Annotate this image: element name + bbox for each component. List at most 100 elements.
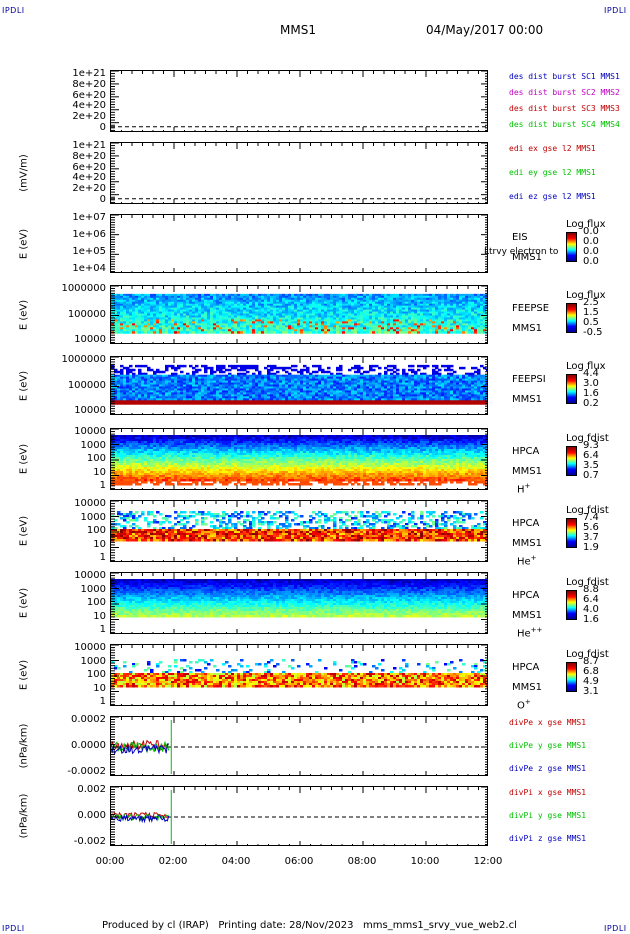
y-axis-label: E (eV) [18,299,30,330]
legend-entry: divPe z gse MMS1 [509,764,587,773]
species-symbol: He [517,556,531,568]
ytick-label: 1000 [80,655,106,667]
species-label: O+ [517,698,531,711]
panel-des-dist [110,70,488,132]
x-tick-label: 10:00 [410,856,440,867]
colorbar [566,518,577,548]
ytick-label: -0.0002 [67,766,106,777]
colorbar-tick: 0.2 [583,398,599,409]
colorbar-tick: 3.1 [583,686,599,697]
spacecraft-title: MMS1 [280,23,316,37]
instrument-label: HPCA [512,590,540,601]
trace-2 [111,743,169,755]
x-tick-label: 00:00 [95,856,125,867]
colorbar-tick: 5.6 [583,522,599,533]
colorbar-tick: 1.9 [583,542,599,553]
ytick-label: 1e+05 [72,246,106,257]
colorbar-title: Log fdist [566,505,609,516]
colorbar-tick: 2.5 [583,297,599,308]
overlay-label: Ltrvy electron to [484,247,559,257]
ytick-label: 10 [93,466,106,478]
colorbar-tick: 9.3 [583,440,599,451]
spectrogram [111,579,487,618]
colorbar-tick: 6.4 [583,594,599,605]
x-tick-label: 12:00 [473,856,503,867]
spectrogram [111,435,487,486]
x-tick-label: 08:00 [347,856,377,867]
spacecraft-label: MMS1 [512,610,542,621]
y-axis-label: E (eV) [18,228,30,259]
ytick-label: 1 [99,480,106,491]
instrument-label: HPCA [512,446,540,457]
y-axis-label: (mV/m) [18,154,30,192]
colorbar-title: Log flux [566,290,606,301]
panel-divpi [110,786,488,846]
colorbar-tick: 0.0 [583,256,599,267]
colorbar-tick: 4.0 [583,604,599,615]
legend-entry: edi ex gse l2 MMS1 [509,144,596,153]
ytick-label: 10000 [74,642,106,653]
spectrogram [111,293,487,334]
ytick-label: 1 [99,624,106,635]
panel-hpca-h [110,428,488,490]
legend-entry: edi ey gse l2 MMS1 [509,168,596,177]
ytick-label: 100 [86,453,106,464]
ytick-label: 2e+20 [72,111,106,123]
species-symbol: He [517,628,531,640]
instrument-label: EIS [512,232,528,243]
spacecraft-label: MMS1 [512,682,542,693]
panel-hpca-he [110,500,488,562]
legend-entry: divPi x gse MMS1 [509,788,587,797]
corner-mark-bottom-left: IPDLI [2,924,25,933]
colorbar [566,232,577,262]
corner-mark-left: IPDLI [2,6,25,15]
panel-hpca-hepp [110,572,488,634]
trace-2 [111,813,170,824]
colorbar-title: Log flux [566,361,606,372]
colorbar-tick: 3.7 [583,532,599,543]
ytick-label: 1 [99,696,106,707]
ytick-label: 10000 [74,426,106,437]
panel-eis [110,214,488,273]
colorbar [566,303,577,333]
legend-entry: des dist burst SC1 MMS1 [509,72,620,81]
colorbar [566,662,577,692]
colorbar-tick: 6.8 [583,666,599,677]
species-symbol: O [517,700,525,712]
ytick-label: 6e+20 [72,89,106,101]
x-tick-label: 06:00 [284,856,314,867]
spacecraft-label: MMS1 [512,538,542,549]
spectrogram [111,659,487,688]
ytick-label: 10000 [74,498,106,509]
instrument-label: FEEPSE [512,303,550,314]
datetime-title: 04/May/2017 00:00 [426,23,544,37]
panel-feepse [110,285,488,344]
ytick-label: 0.0000 [71,740,106,751]
colorbar [566,374,577,404]
corner-mark-bottom-right: IPDLI [604,924,627,933]
ytick-label: 100 [86,525,106,536]
panel-divpe [110,716,488,776]
ytick-label: 0 [99,122,106,133]
species-charge: ++ [530,626,543,634]
colorbar-tick: 0.0 [583,236,599,247]
ytick-label: 1000000 [61,354,106,365]
species-label: H+ [517,482,530,495]
instrument-label: HPCA [512,662,540,673]
spacecraft-label: MMS1 [512,323,542,334]
ytick-label: 10 [93,610,106,622]
species-charge: + [524,482,531,490]
ytick-label: -0.002 [73,836,106,847]
colorbar-tick: 1.6 [583,388,599,399]
colorbar-tick: 3.0 [583,378,599,389]
colorbar-tick: 1.5 [583,307,599,318]
ytick-label: 2e+20 [72,183,106,195]
legend-entry: des dist burst SC4 MMS4 [509,120,620,129]
ytick-label: 0 [99,194,106,205]
spacecraft-label: MMS1 [512,394,542,405]
footer-credits: Produced by cl (IRAP) Printing date: 28/… [102,920,517,931]
legend-entry: des dist burst SC3 MMS3 [509,104,620,113]
panel-edi [110,142,488,204]
ytick-label: 8e+20 [72,150,106,162]
colorbar [566,446,577,476]
